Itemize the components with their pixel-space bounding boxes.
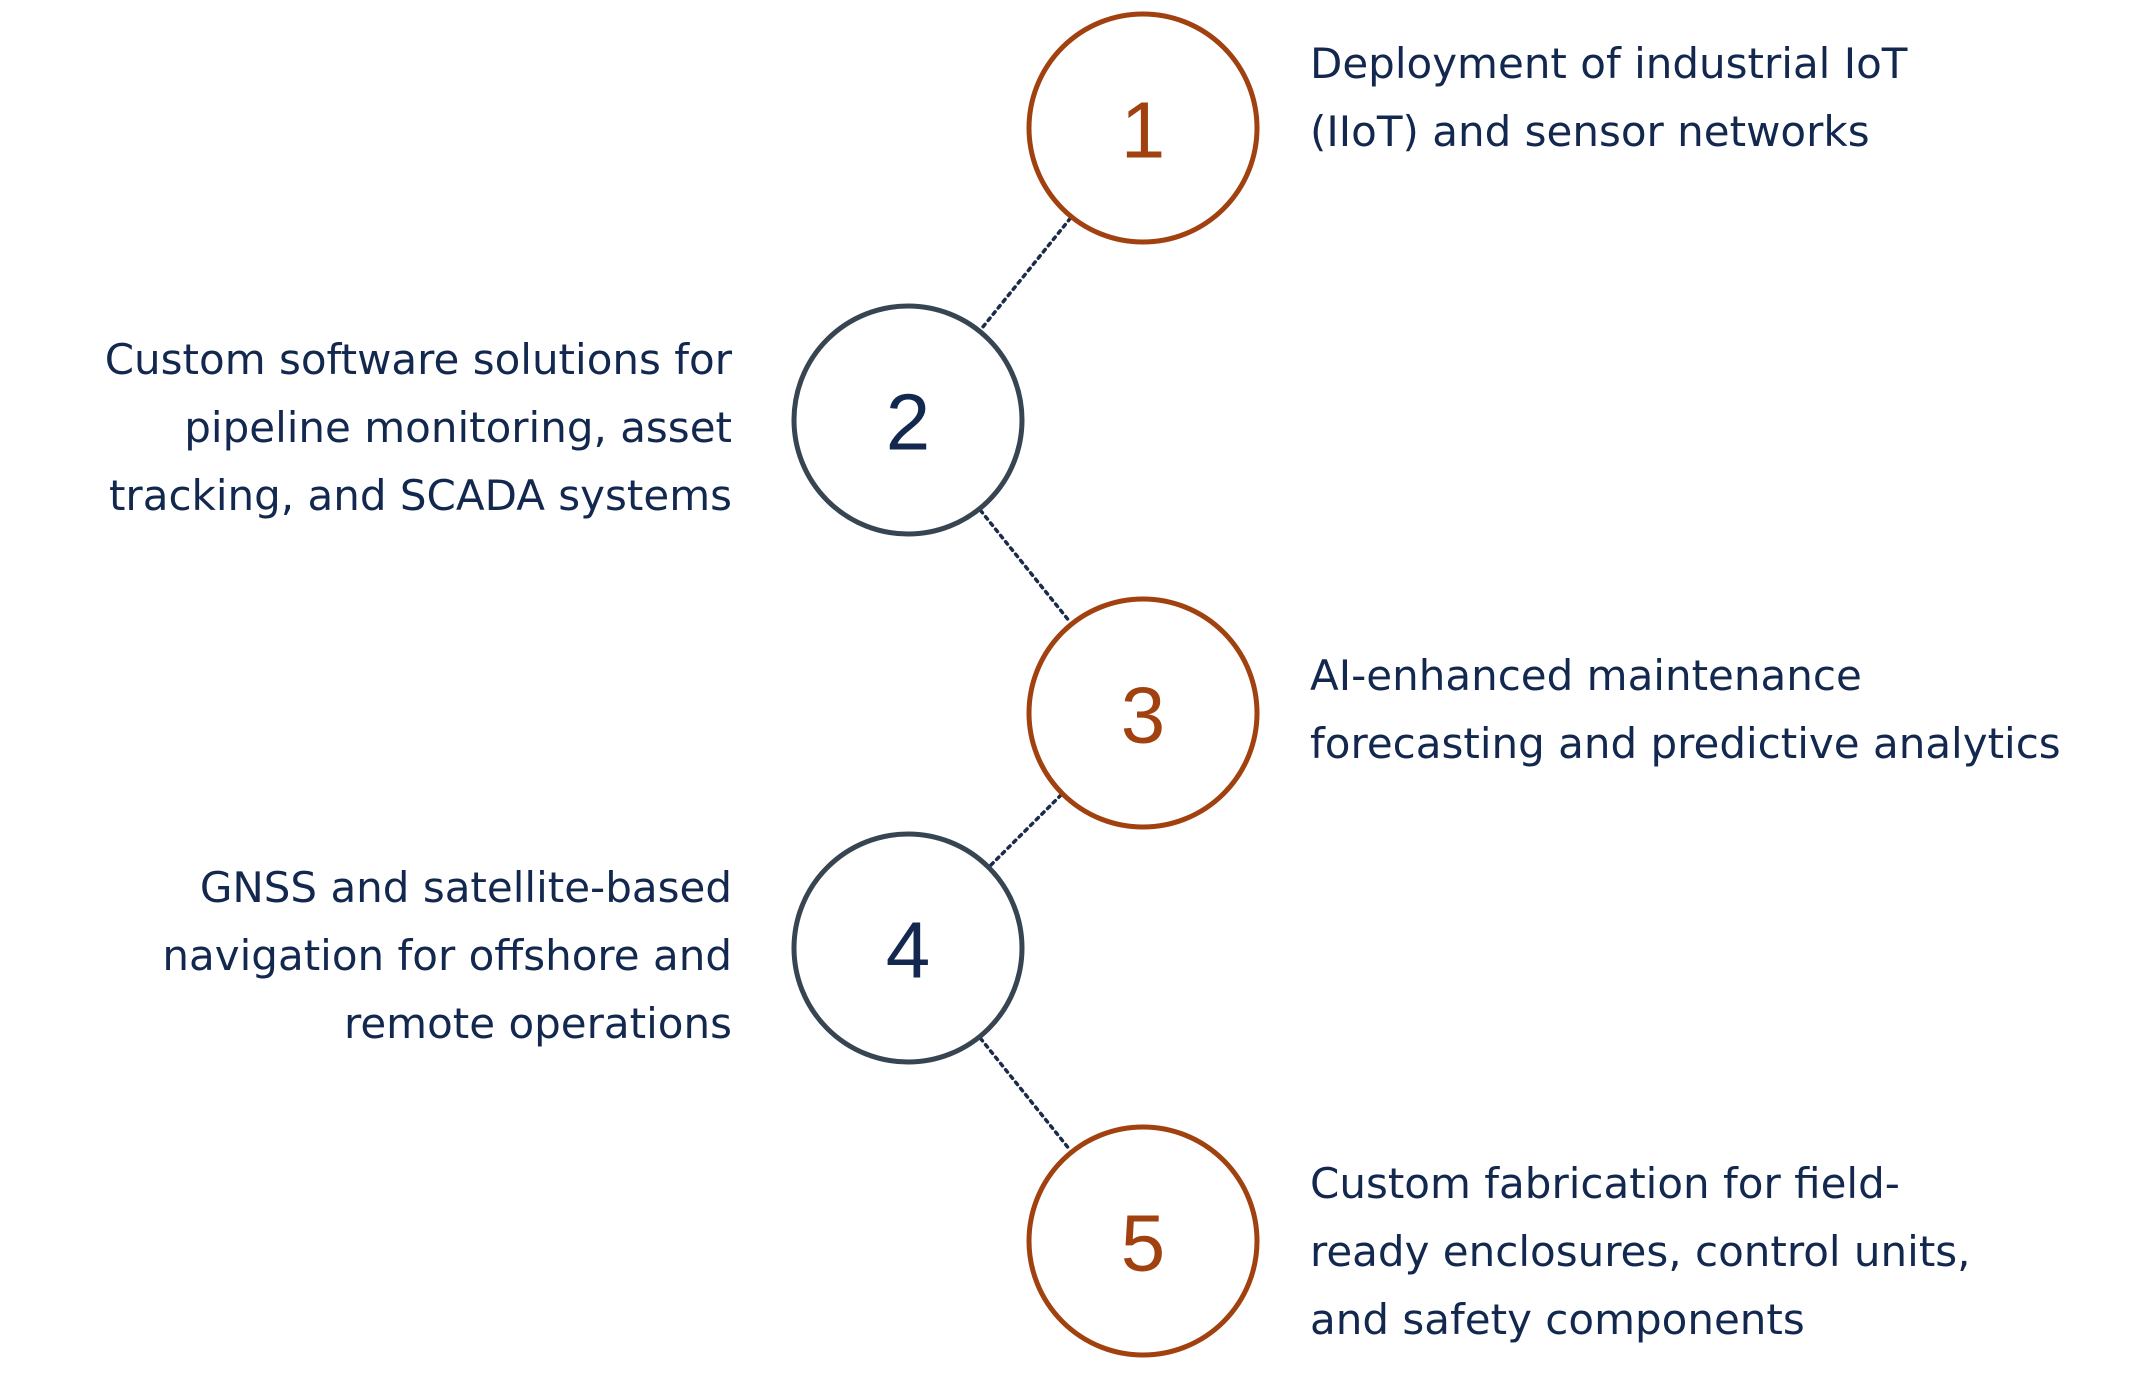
connector-2-3 (978, 508, 1073, 625)
connectors (978, 216, 1073, 1153)
step-description-1: Deployment of industrial IoT (IIoT) and s… (1310, 30, 1907, 166)
step-number-1: 1 (1121, 86, 1166, 175)
step-number-5: 5 (1121, 1199, 1166, 1288)
step-description-line: navigation for offshore and (162, 931, 732, 980)
connector-1-2 (978, 216, 1073, 332)
step-node-2: 2 (791, 303, 1025, 537)
step-number-2: 2 (886, 378, 931, 467)
step-circle-2 (791, 303, 1025, 537)
step-description-line: GNSS and satellite-based (199, 863, 732, 912)
step-circle-3 (1026, 596, 1260, 830)
step-description-line: Custom fabrication for field- (1310, 1159, 1900, 1208)
step-nodes: 1 2 3 4 5 (791, 11, 1260, 1358)
step-circle-5 (1026, 1124, 1260, 1358)
step-description-line: ready enclosures, control units, (1310, 1227, 1971, 1276)
step-description-line: and safety components (1310, 1295, 1805, 1344)
connector-3-4 (988, 793, 1063, 868)
step-node-1: 1 (1026, 11, 1260, 245)
step-number-4: 4 (886, 906, 931, 995)
step-description-line: Custom software solutions for (104, 335, 732, 384)
step-node-5: 5 (1026, 1124, 1260, 1358)
step-node-4: 4 (791, 831, 1025, 1065)
connector-4-5 (978, 1036, 1073, 1153)
step-description-5: Custom fabrication for field-ready enclo… (1310, 1150, 1971, 1354)
step-description-line: tracking, and SCADA systems (108, 471, 732, 520)
step-description-line: (IIoT) and sensor networks (1310, 107, 1870, 156)
step-circle-4 (791, 831, 1025, 1065)
step-circle-1 (1026, 11, 1260, 245)
step-description-2: Custom software solutions for pipeline mo… (105, 326, 732, 530)
step-node-3: 3 (1026, 596, 1260, 830)
step-description-line: Deployment of industrial IoT (1310, 39, 1908, 88)
step-description-4: GNSS and satellite-based navigation for o… (162, 854, 732, 1058)
step-number-3: 3 (1121, 671, 1166, 760)
step-description-line: pipeline monitoring, asset (184, 403, 732, 452)
step-description-line: forecasting and predictive analytics (1310, 719, 2061, 768)
step-description-line: remote operations (344, 999, 732, 1048)
step-description-3: AI-enhanced maintenance forecasting and p… (1310, 642, 2061, 778)
step-description-line: AI-enhanced maintenance (1310, 651, 1862, 700)
